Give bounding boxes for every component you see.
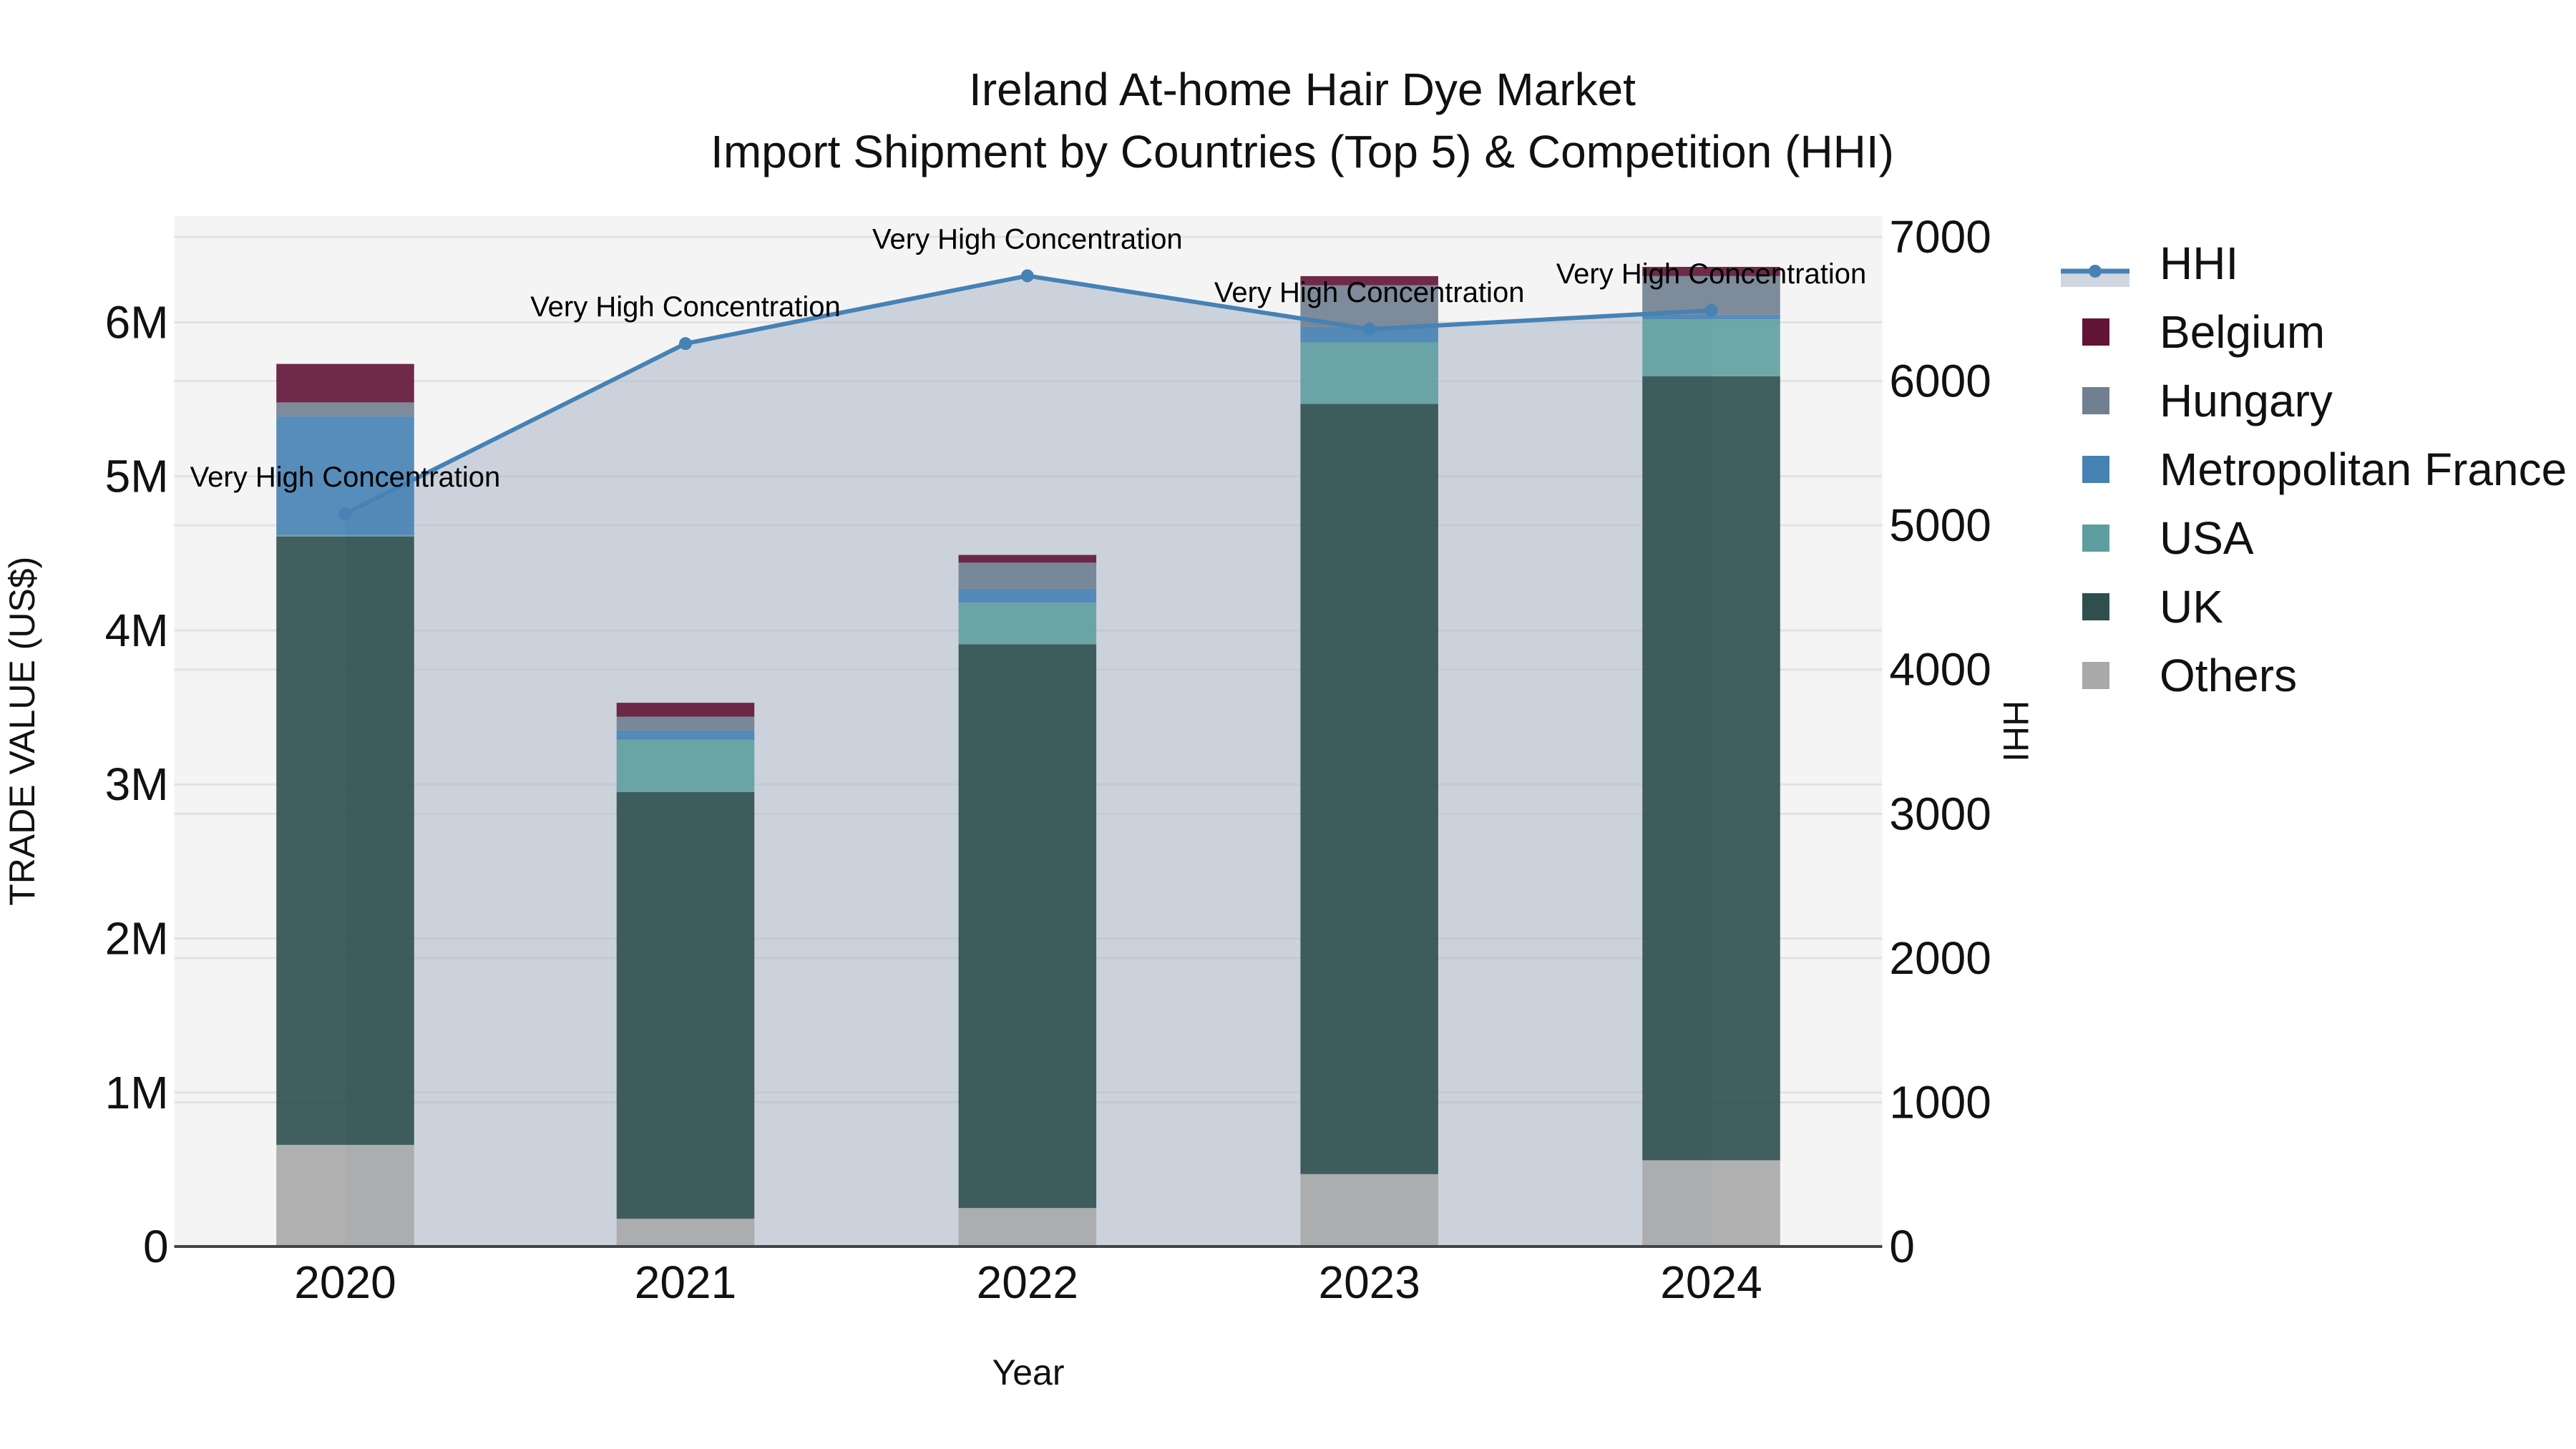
hhi-marker bbox=[1362, 323, 1376, 336]
legend-item-uk[interactable]: UK bbox=[2061, 572, 2567, 641]
legend-item-hhi[interactable]: HHI bbox=[2061, 229, 2567, 298]
hhi-annotation: Very High Concentration bbox=[530, 291, 841, 323]
hhi-annotation: Very High Concentration bbox=[1214, 277, 1525, 308]
legend: HHI Belgium Hungary Metropolitan France USA U… bbox=[2061, 229, 2567, 710]
color-swatch-icon bbox=[2082, 318, 2109, 346]
x-tick: 2024 bbox=[1660, 1257, 1762, 1308]
legend-label: Hungary bbox=[2160, 375, 2333, 426]
color-swatch-icon bbox=[2082, 593, 2109, 620]
color-swatch-icon bbox=[2082, 387, 2109, 414]
x-tick: 2023 bbox=[1318, 1257, 1420, 1308]
y-right-tick: 7000 bbox=[1889, 211, 1991, 263]
color-swatch-icon bbox=[2082, 662, 2109, 689]
legend-label: Belgium bbox=[2160, 306, 2326, 358]
bar-segment-uk bbox=[1642, 376, 1780, 1161]
bar-segment-metropolitan-france bbox=[958, 588, 1097, 603]
hhi-annotation: Very High Concentration bbox=[872, 223, 1183, 255]
legend-label: UK bbox=[2160, 581, 2223, 633]
bar-segment-belgium bbox=[1642, 266, 1780, 276]
y-right-tick: 5000 bbox=[1889, 499, 1991, 551]
hhi-marker bbox=[1704, 303, 1718, 317]
legend-item-hungary[interactable]: Hungary bbox=[2061, 366, 2567, 435]
bar-segment-others bbox=[276, 1144, 414, 1247]
legend-item-metropolitan-france[interactable]: Metropolitan France bbox=[2061, 435, 2567, 504]
hhi-annotation: Very High Concentration bbox=[190, 462, 501, 493]
legend-label: Others bbox=[2160, 650, 2298, 701]
y-left-tick: 4M bbox=[105, 605, 169, 656]
bar-segment-others bbox=[1642, 1160, 1780, 1247]
bar-segment-usa bbox=[958, 602, 1097, 645]
bar-segment-usa bbox=[1642, 319, 1780, 376]
x-tick: 2021 bbox=[635, 1257, 736, 1308]
bar-segment-belgium bbox=[616, 703, 755, 717]
y-left-tick: 0 bbox=[143, 1221, 169, 1272]
bar-segment-metropolitan-france bbox=[616, 730, 755, 740]
bar-segment-metropolitan-france bbox=[1642, 314, 1780, 320]
legend-label: HHI bbox=[2160, 238, 2239, 289]
x-axis-title: Year bbox=[992, 1352, 1064, 1392]
bar-segment-hungary bbox=[276, 402, 414, 416]
hhi-annotation: Very High Concentration bbox=[1556, 258, 1867, 290]
hhi-marker bbox=[1020, 269, 1034, 283]
y-left-tick: 6M bbox=[105, 296, 169, 348]
y-left-tick: 5M bbox=[105, 451, 169, 502]
legend-item-others[interactable]: Others bbox=[2061, 641, 2567, 710]
legend-item-belgium[interactable]: Belgium bbox=[2061, 298, 2567, 366]
y-left-tick: 1M bbox=[105, 1067, 169, 1118]
y-right-tick: 6000 bbox=[1889, 356, 1991, 407]
y-right-tick: 2000 bbox=[1889, 932, 1991, 984]
bar-segment-others bbox=[958, 1208, 1097, 1247]
line-marker-icon bbox=[2061, 248, 2129, 287]
y-right-tick: 3000 bbox=[1889, 788, 1991, 839]
chart-title-line1: Ireland At-home Hair Dye Market bbox=[969, 64, 1636, 115]
color-swatch-icon bbox=[2082, 456, 2109, 483]
color-swatch-icon bbox=[2082, 525, 2109, 552]
y-left-tick: 2M bbox=[105, 912, 169, 964]
bar-segment-uk bbox=[1300, 404, 1438, 1174]
bar-segment-hungary bbox=[616, 716, 755, 731]
bar-segment-belgium bbox=[1300, 275, 1438, 286]
y-right-axis-title: HHI bbox=[1996, 701, 2036, 762]
legend-label: Metropolitan France bbox=[2160, 444, 2567, 495]
bar-segment-others bbox=[1300, 1174, 1438, 1247]
y-left-tick: 3M bbox=[105, 758, 169, 810]
x-tick: 2020 bbox=[294, 1257, 396, 1308]
bar-segment-hungary bbox=[958, 562, 1097, 589]
x-tick: 2022 bbox=[977, 1257, 1078, 1308]
bar-segment-usa bbox=[1300, 342, 1438, 404]
bar-segment-belgium bbox=[958, 555, 1097, 563]
legend-label: USA bbox=[2160, 512, 2254, 564]
legend-item-usa[interactable]: USA bbox=[2061, 504, 2567, 572]
y-right-tick: 4000 bbox=[1889, 644, 1991, 696]
bar-segment-uk bbox=[276, 536, 414, 1145]
y-right-tick: 1000 bbox=[1889, 1076, 1991, 1128]
bar-segment-others bbox=[616, 1219, 755, 1247]
bar-segment-uk bbox=[616, 792, 755, 1219]
bar-segment-usa bbox=[616, 739, 755, 792]
bar-segment-uk bbox=[958, 644, 1097, 1209]
chart-title-line2: Import Shipment by Countries (Top 5) & C… bbox=[711, 126, 1894, 177]
hhi-marker bbox=[678, 337, 692, 351]
bar-segment-usa bbox=[276, 535, 414, 537]
bar-segment-belgium bbox=[276, 364, 414, 403]
hhi-marker bbox=[338, 507, 352, 521]
y-left-axis-title: TRADE VALUE (US$) bbox=[2, 557, 42, 906]
y-right-tick: 0 bbox=[1889, 1221, 1915, 1272]
